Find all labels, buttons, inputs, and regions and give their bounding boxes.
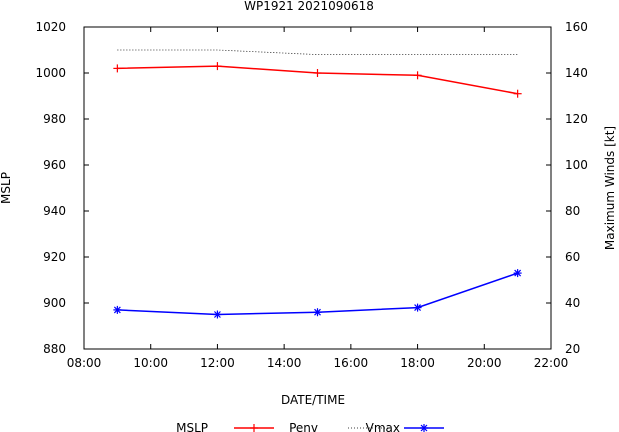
x-tick-label: 08:00 xyxy=(67,356,102,370)
data-point-mslp xyxy=(513,89,522,98)
legend-marker-vmax xyxy=(420,424,428,432)
marker-stroke xyxy=(420,424,428,432)
x-tick-label: 20:00 xyxy=(467,356,502,370)
y2-tick-label: 60 xyxy=(565,250,580,264)
y-tick-label: 940 xyxy=(43,204,66,218)
x-tick-label: 18:00 xyxy=(400,356,435,370)
x-tick-label: 10:00 xyxy=(133,356,168,370)
legend-marker-mslp xyxy=(250,424,258,432)
x-tick-label: 16:00 xyxy=(334,356,369,370)
y2-tick-label: 100 xyxy=(565,158,588,172)
y2-tick-label: 80 xyxy=(565,204,580,218)
y-tick-label: 920 xyxy=(43,250,66,264)
y2-tick-label: 160 xyxy=(565,20,588,34)
series-penv xyxy=(117,49,518,55)
y2-tick-label: 120 xyxy=(565,112,588,126)
legend: MSLP Penv Vmax xyxy=(176,421,444,432)
data-point-vmax xyxy=(513,269,522,278)
data-point-mslp xyxy=(113,64,122,73)
legend-label-mslp: MSLP xyxy=(176,421,208,432)
plot-frame xyxy=(83,26,552,350)
data-point-mslp xyxy=(313,69,322,77)
y-tick-label: 900 xyxy=(43,296,66,310)
x-tick-label: 22:00 xyxy=(534,356,569,370)
data-point-mslp xyxy=(413,71,422,80)
x-tick-label: 12:00 xyxy=(200,356,235,370)
y-tick-label: 1000 xyxy=(35,66,66,80)
y-tick-label: 960 xyxy=(43,158,66,172)
legend-label-penv: Penv xyxy=(289,421,318,432)
data-point-vmax xyxy=(213,310,222,319)
data-point-mslp xyxy=(213,62,222,71)
y2-axis-label: Maximum Winds [kt] xyxy=(603,126,617,250)
marker-stroke xyxy=(314,308,321,316)
legend-label-vmax: Vmax xyxy=(366,421,400,432)
data-point-vmax xyxy=(113,305,122,314)
marker-stroke xyxy=(514,269,522,277)
series-line-penv xyxy=(117,49,518,55)
y2-tick-label: 140 xyxy=(565,66,588,80)
data-point-vmax xyxy=(313,308,322,317)
series-layer xyxy=(113,49,522,319)
x-tick-label: 14:00 xyxy=(267,356,302,370)
y-axis-label: MSLP xyxy=(0,172,13,204)
marker-stroke xyxy=(414,304,421,312)
series-mslp xyxy=(113,62,522,98)
marker-stroke xyxy=(214,311,221,318)
data-point-vmax xyxy=(413,303,422,312)
series-vmax xyxy=(113,269,522,319)
y-tick-label: 1020 xyxy=(35,20,66,34)
marker-stroke xyxy=(113,306,121,314)
x-axis-label: DATE/TIME xyxy=(281,393,345,407)
y-tick-label: 980 xyxy=(43,112,66,126)
chart-title: WP1921 2021090618 xyxy=(244,0,374,13)
ticks-layer: 08:00 10:00 12:00 14:00 16:00 18:00 20:00 22:00… xyxy=(35,20,587,370)
y2-tick-label: 40 xyxy=(565,296,580,310)
y-tick-label: 880 xyxy=(43,342,66,356)
y2-tick-label: 20 xyxy=(565,342,580,356)
